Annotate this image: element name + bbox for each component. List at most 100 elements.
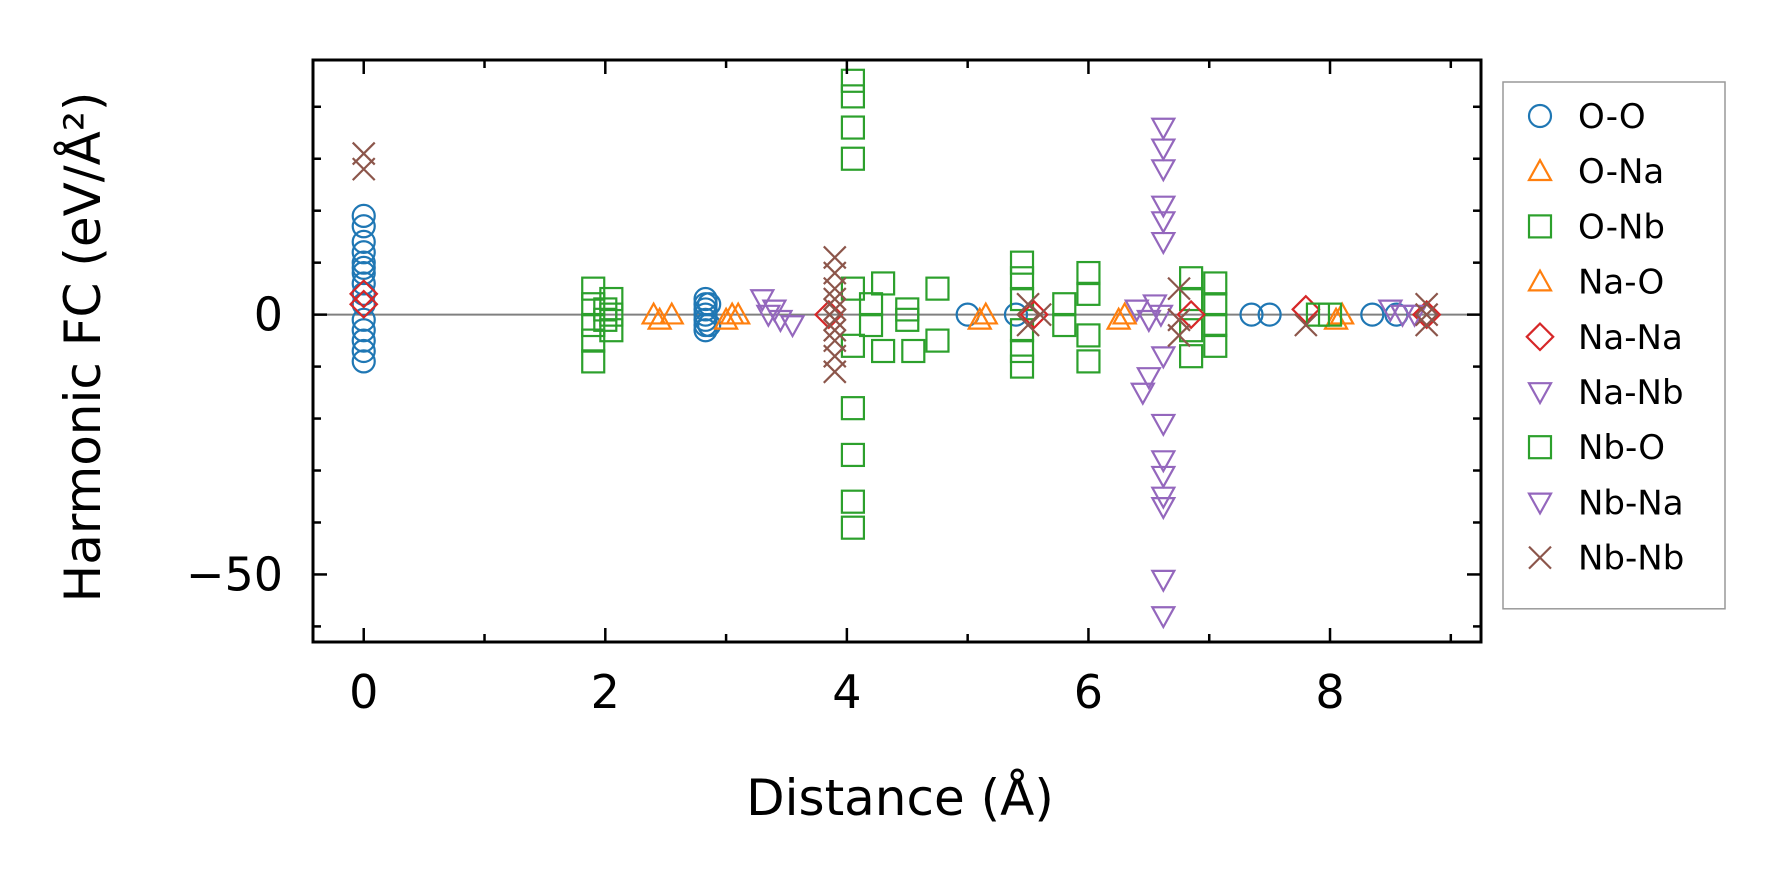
data-point bbox=[599, 302, 624, 327]
data-point bbox=[823, 276, 847, 301]
data-point bbox=[840, 276, 866, 301]
data-point bbox=[1150, 159, 1177, 183]
y-axis-label: Harmonic FC (eV/Å²) bbox=[54, 92, 112, 603]
data-point bbox=[895, 307, 920, 332]
series-na-na bbox=[348, 279, 1442, 330]
data-point bbox=[697, 292, 722, 317]
data-point bbox=[823, 297, 847, 322]
data-point bbox=[693, 307, 718, 332]
data-point bbox=[1129, 382, 1156, 406]
x-tick-label: 0 bbox=[349, 665, 378, 719]
series-nb-na bbox=[755, 299, 1416, 334]
data-point bbox=[1076, 281, 1101, 306]
data-point bbox=[779, 315, 806, 339]
data-point bbox=[755, 304, 782, 328]
data-point bbox=[1294, 313, 1318, 337]
x-tick-label: 4 bbox=[832, 665, 861, 719]
data-point bbox=[972, 301, 999, 325]
data-point bbox=[693, 318, 718, 343]
data-point bbox=[1179, 286, 1204, 312]
data-point bbox=[840, 515, 866, 540]
legend-marker bbox=[1527, 268, 1553, 292]
data-point bbox=[693, 286, 718, 312]
data-point bbox=[1052, 292, 1077, 317]
data-point bbox=[871, 338, 896, 364]
data-point bbox=[351, 281, 376, 306]
data-point bbox=[693, 297, 718, 322]
data-point bbox=[351, 307, 376, 332]
data-point bbox=[823, 318, 847, 342]
data-point bbox=[823, 360, 847, 384]
legend-label: Na-O bbox=[1578, 263, 1664, 303]
data-point bbox=[593, 307, 618, 332]
series-na-o bbox=[646, 306, 1349, 330]
data-point bbox=[351, 214, 376, 239]
data-point bbox=[1009, 250, 1035, 275]
data-point bbox=[1150, 413, 1177, 438]
y-tick-label: 0 bbox=[254, 288, 283, 342]
data-point bbox=[1150, 450, 1177, 474]
legend-marker bbox=[1527, 103, 1553, 129]
data-point bbox=[1414, 292, 1439, 317]
data-point bbox=[1150, 211, 1177, 235]
data-point bbox=[1150, 346, 1177, 370]
data-point bbox=[1179, 318, 1204, 343]
data-point bbox=[351, 271, 376, 296]
series-nb-nb bbox=[351, 141, 1439, 384]
data-point bbox=[1135, 309, 1162, 334]
data-point bbox=[1111, 301, 1138, 325]
y-tick-label: −50 bbox=[186, 547, 283, 601]
series-o-nb bbox=[581, 68, 1228, 540]
data-point bbox=[966, 306, 993, 330]
data-point bbox=[1414, 302, 1439, 327]
data-point bbox=[658, 301, 685, 325]
data-point bbox=[697, 312, 722, 338]
data-point bbox=[1167, 276, 1191, 301]
legend-label: Nb-Nb bbox=[1578, 539, 1684, 579]
data-point bbox=[840, 442, 866, 468]
data-point bbox=[858, 312, 884, 338]
data-point bbox=[1009, 354, 1035, 379]
data-point bbox=[1176, 299, 1206, 330]
data-point bbox=[351, 338, 376, 364]
data-point bbox=[1150, 117, 1177, 141]
data-point bbox=[1135, 367, 1162, 391]
data-point bbox=[351, 255, 376, 280]
data-point bbox=[1003, 302, 1029, 327]
legend-label: Nb-O bbox=[1578, 428, 1665, 468]
data-point bbox=[640, 301, 667, 325]
legend-label: Nb-Na bbox=[1578, 483, 1684, 523]
data-point bbox=[1167, 323, 1191, 348]
data-point bbox=[348, 289, 379, 319]
data-point bbox=[1150, 465, 1177, 489]
legend-label: O-Na bbox=[1578, 152, 1664, 192]
data-point bbox=[1411, 299, 1442, 330]
legend-label: Na-Na bbox=[1578, 318, 1683, 358]
legend-frame bbox=[1502, 81, 1726, 610]
data-point bbox=[925, 328, 950, 353]
data-point bbox=[1019, 299, 1049, 330]
x-tick-label: 2 bbox=[591, 665, 620, 719]
data-point bbox=[1028, 302, 1052, 327]
data-point bbox=[840, 396, 866, 421]
x-tick-label: 6 bbox=[1074, 665, 1103, 719]
x-axis-label: Distance (Å) bbox=[746, 769, 1054, 827]
data-point bbox=[1179, 266, 1204, 291]
data-point bbox=[351, 349, 376, 374]
series-nb-o bbox=[593, 292, 1343, 338]
data-point bbox=[840, 115, 866, 140]
series-o-o bbox=[351, 203, 1409, 374]
data-point bbox=[646, 306, 673, 330]
data-point bbox=[1414, 313, 1439, 337]
data-point bbox=[581, 349, 606, 374]
data-point bbox=[840, 489, 866, 514]
data-point bbox=[1076, 260, 1101, 286]
legend-marker bbox=[1527, 157, 1553, 182]
data-point bbox=[1150, 569, 1177, 593]
plot-frame bbox=[311, 58, 1483, 644]
data-point bbox=[1203, 333, 1228, 358]
data-point bbox=[1150, 138, 1177, 162]
data-point bbox=[351, 157, 376, 181]
data-point bbox=[725, 301, 752, 325]
